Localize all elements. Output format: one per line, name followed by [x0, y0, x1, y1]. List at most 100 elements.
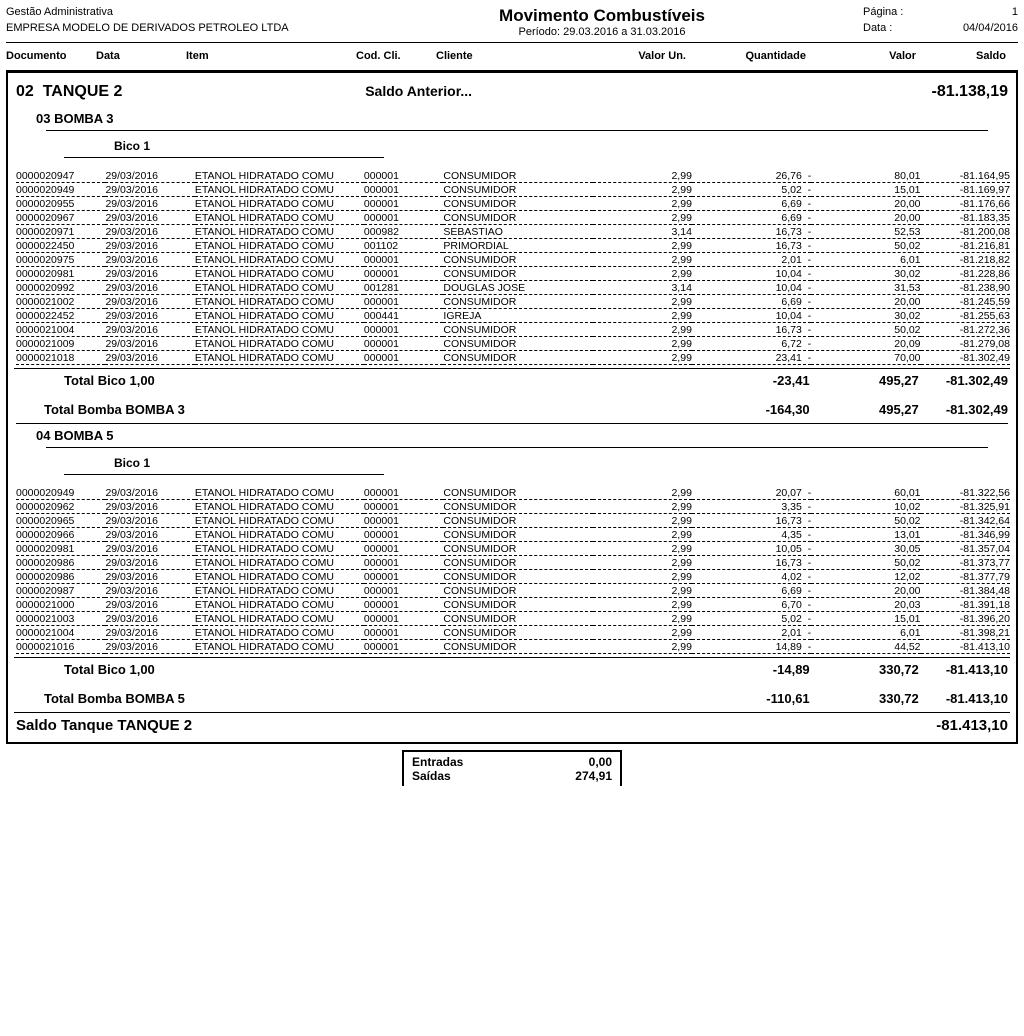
total-bomba-val: 330,72 [810, 691, 919, 706]
bomba5-rows: 000002094929/03/2016ETANOL HIDRATADO COM… [14, 487, 1010, 655]
bomba3-rows: 000002094729/03/2016ETANOL HIDRATADO COM… [14, 170, 1010, 366]
table-row: 000002098729/03/2016ETANOL HIDRATADO COM… [14, 585, 1010, 599]
cell-item: ETANOL HIDRATADO COMU [195, 529, 364, 542]
cell-quantidade: 16,73 - [692, 240, 811, 253]
cell-cod: 000982 [364, 226, 444, 239]
cell-valor: 20,00 [811, 585, 920, 598]
total-bomba-qt: -164,30 [691, 402, 810, 417]
col-data: Data [96, 50, 186, 62]
table-row: 000002100329/03/2016ETANOL HIDRATADO COM… [14, 613, 1010, 627]
cell-saldo: -81.357,04 [921, 543, 1010, 556]
cell-data: 29/03/2016 [105, 627, 194, 640]
cell-doc: 0000020947 [16, 170, 105, 183]
cell-data: 29/03/2016 [105, 338, 194, 351]
col-documento: Documento [6, 50, 96, 62]
cell-valor-un: 3,14 [593, 282, 692, 295]
tank-saldo-label: Saldo Tanque TANQUE 2 [16, 717, 192, 734]
cell-saldo: -81.200,08 [921, 226, 1010, 239]
cell-item: ETANOL HIDRATADO COMU [195, 226, 364, 239]
table-row: 000002094729/03/2016ETANOL HIDRATADO COM… [14, 170, 1010, 184]
cell-valor: 6,01 [811, 254, 920, 267]
cell-quantidade: 10,04 - [692, 282, 811, 295]
saidas-label: Saídas [412, 769, 451, 783]
cell-cod: 000001 [364, 352, 444, 365]
cell-cod: 000001 [364, 254, 444, 267]
table-row: 000002245229/03/2016ETANOL HIDRATADO COM… [14, 310, 1010, 324]
cell-saldo: -81.373,77 [921, 557, 1010, 570]
cell-valor: 30,05 [811, 543, 920, 556]
cell-valor: 50,02 [811, 240, 920, 253]
bomba3-bico-header: Bico 1 [64, 135, 384, 158]
cell-valor: 31,53 [811, 282, 920, 295]
cell-data: 29/03/2016 [105, 599, 194, 612]
cell-valor: 6,01 [811, 627, 920, 640]
cell-cod: 000001 [364, 543, 444, 556]
cell-valor-un: 2,99 [593, 268, 692, 281]
cell-cliente: CONSUMIDOR [443, 515, 592, 528]
tank-header: 02 TANQUE 2 Saldo Anterior... -81.138,19 [14, 77, 1010, 107]
cell-item: ETANOL HIDRATADO COMU [195, 515, 364, 528]
cell-cod: 000001 [364, 501, 444, 514]
cell-item: ETANOL HIDRATADO COMU [195, 599, 364, 612]
cell-item: ETANOL HIDRATADO COMU [195, 338, 364, 351]
table-row: 000002101629/03/2016ETANOL HIDRATADO COM… [14, 641, 1010, 655]
cell-cod: 000001 [364, 557, 444, 570]
cell-item: ETANOL HIDRATADO COMU [195, 641, 364, 654]
cell-cliente: SEBASTIAO [443, 226, 592, 239]
cell-valor-un: 2,99 [593, 184, 692, 197]
cell-valor: 20,03 [811, 599, 920, 612]
cell-item: ETANOL HIDRATADO COMU [195, 184, 364, 197]
cell-valor: 50,02 [811, 557, 920, 570]
tank-name: TANQUE 2 [43, 83, 123, 100]
cell-item: ETANOL HIDRATADO COMU [195, 240, 364, 253]
cell-saldo: -81.183,35 [921, 212, 1010, 225]
total-bico-sal: -81.413,10 [919, 662, 1008, 677]
cell-valor-un: 3,14 [593, 226, 692, 239]
cell-cod: 000001 [364, 338, 444, 351]
cell-cliente: CONSUMIDOR [443, 529, 592, 542]
report-period: Período: 29.03.2016 a 31.03.2016 [386, 26, 818, 38]
cell-valor: 30,02 [811, 268, 920, 281]
cell-cliente: CONSUMIDOR [443, 338, 592, 351]
cell-doc: 0000021002 [16, 296, 105, 309]
cell-cod: 000001 [364, 170, 444, 183]
cell-cliente: CONSUMIDOR [443, 627, 592, 640]
cell-valor-un: 2,99 [593, 254, 692, 267]
total-bomba-sal: -81.413,10 [919, 691, 1008, 706]
cell-cliente: PRIMORDIAL [443, 240, 592, 253]
table-row: 000002098629/03/2016ETANOL HIDRATADO COM… [14, 557, 1010, 571]
table-row: 000002095529/03/2016ETANOL HIDRATADO COM… [14, 198, 1010, 212]
cell-saldo: -81.396,20 [921, 613, 1010, 626]
table-row: 000002099229/03/2016ETANOL HIDRATADO COM… [14, 282, 1010, 296]
cell-quantidade: 4,02 - [692, 571, 811, 584]
cell-valor-un: 2,99 [593, 585, 692, 598]
bomba3-total-bico: Total Bico 1,00 -23,41 495,27 -81.302,49 [14, 368, 1010, 392]
cell-item: ETANOL HIDRATADO COMU [195, 254, 364, 267]
cell-item: ETANOL HIDRATADO COMU [195, 352, 364, 365]
tank-code: 02 [16, 83, 34, 100]
cell-saldo: -81.238,90 [921, 282, 1010, 295]
cell-valor: 15,01 [811, 184, 920, 197]
entradas-value: 0,00 [589, 755, 612, 769]
cell-item: ETANOL HIDRATADO COMU [195, 324, 364, 337]
report-header: Gestão Administrativa EMPRESA MODELO DE … [6, 6, 1018, 38]
cell-data: 29/03/2016 [105, 324, 194, 337]
total-bico-sal: -81.302,49 [919, 373, 1008, 388]
cell-cod: 000001 [364, 212, 444, 225]
total-bico-val: 330,72 [810, 662, 919, 677]
cell-quantidade: 16,73 - [692, 226, 811, 239]
cell-doc: 0000020967 [16, 212, 105, 225]
cell-cliente: CONSUMIDOR [443, 557, 592, 570]
cell-doc: 0000020965 [16, 515, 105, 528]
cell-cod: 000441 [364, 310, 444, 323]
cell-valor-un: 2,99 [593, 352, 692, 365]
cell-doc: 0000020955 [16, 198, 105, 211]
table-row: 000002100429/03/2016ETANOL HIDRATADO COM… [14, 324, 1010, 338]
saidas-value: 274,91 [575, 769, 612, 783]
report-body: 02 TANQUE 2 Saldo Anterior... -81.138,19… [6, 71, 1018, 744]
cell-quantidade: 23,41 - [692, 352, 811, 365]
bomba3-total: Total Bomba BOMBA 3 -164,30 495,27 -81.3… [14, 392, 1010, 423]
cell-valor: 50,02 [811, 324, 920, 337]
cell-item: ETANOL HIDRATADO COMU [195, 170, 364, 183]
cell-item: ETANOL HIDRATADO COMU [195, 282, 364, 295]
